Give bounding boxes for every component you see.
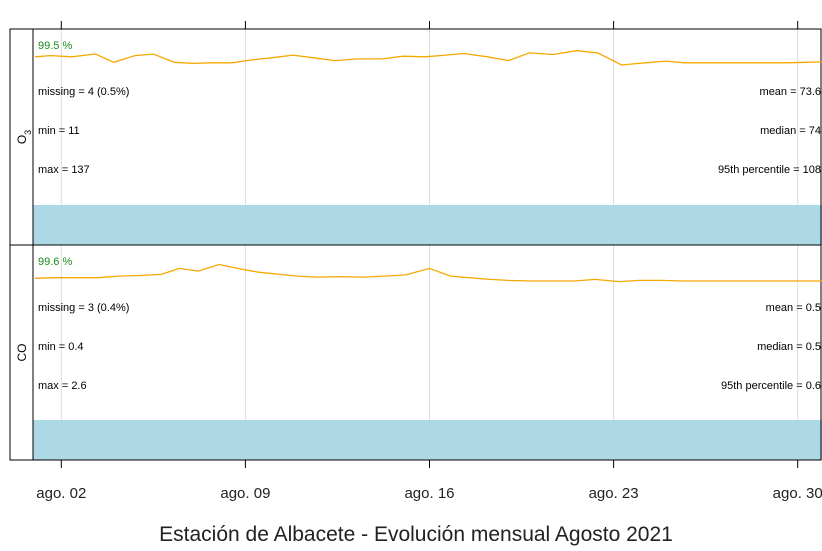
series-line — [34, 263, 822, 283]
stat-right-0: mean = 73.6 — [760, 86, 821, 98]
percent-label: 99.5 % — [38, 40, 72, 52]
panel-label: O3 — [15, 130, 33, 144]
stat-right-0: mean = 0.5 — [766, 302, 821, 314]
stat-right-2: 95th percentile = 0.6 — [721, 380, 821, 392]
stat-left-0: missing = 3 (0.4%) — [38, 302, 129, 314]
x-axis: ago. 02 ago. 09 ago. 16 ago. 23 ago. 30 — [36, 21, 822, 502]
data-capture-band — [33, 205, 822, 245]
panel-o3: O3 99.5 % missing = 4 (0.5%) min = 11 max = … — [9, 28, 822, 246]
stat-left-1: min = 11 — [38, 125, 80, 137]
stat-left-2: max = 2.6 — [38, 380, 87, 392]
percent-label: 99.6 % — [38, 256, 72, 268]
x-tick-label-3: ago. 23 — [589, 485, 639, 502]
panel-co: CO 99.6 % missing = 3 (0.4%) min = 0.4 max =… — [9, 244, 822, 461]
stat-right-2: 95th percentile = 108 — [718, 164, 821, 176]
stat-left-0: missing = 4 (0.5%) — [38, 86, 129, 98]
panel-strip — [9, 244, 34, 461]
x-tick-label-0: ago. 02 — [36, 485, 86, 502]
data-capture-band — [33, 420, 822, 460]
series-line — [34, 50, 822, 66]
chart-title: Estación de Albacete - Evolución mensual… — [159, 523, 673, 546]
x-tick-label-2: ago. 16 — [404, 485, 454, 502]
stat-left-2: max = 137 — [38, 164, 90, 176]
panel-label: CO — [15, 344, 29, 362]
x-tick-label-1: ago. 09 — [220, 485, 270, 502]
x-tick-label-4: ago. 30 — [773, 485, 822, 502]
stat-left-1: min = 0.4 — [38, 341, 84, 353]
stat-right-1: median = 0.5 — [757, 341, 821, 353]
stat-right-1: median = 74 — [760, 125, 821, 137]
